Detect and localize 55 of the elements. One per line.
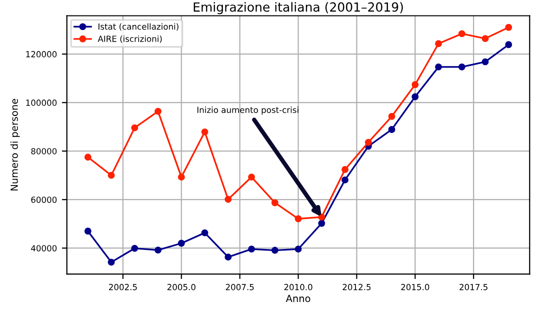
- point: [224, 196, 232, 203]
- point: [388, 112, 396, 120]
- point: [505, 24, 512, 31]
- point: [201, 229, 208, 236]
- point: [458, 63, 466, 70]
- point: [224, 254, 232, 261]
- point: [248, 246, 255, 253]
- annotation: Inizio aumento post-crisi: [197, 106, 298, 115]
- x-tick-label: 2010.0: [284, 284, 312, 290]
- point: [412, 81, 419, 88]
- x-tick-label: 2002.5: [109, 284, 137, 290]
- x-tick-label: 2015.0: [401, 284, 430, 290]
- point: [154, 246, 162, 254]
- legend-label: AIRE (iscrizioni): [98, 35, 162, 43]
- point: [435, 40, 442, 48]
- x-tick-label: 2012.5: [342, 284, 371, 290]
- point: [412, 93, 419, 100]
- legend-label: Istat (cancellazioni): [98, 23, 178, 31]
- point: [294, 246, 302, 253]
- point: [364, 138, 372, 146]
- point: [248, 174, 255, 181]
- point: [318, 214, 326, 221]
- point: [108, 172, 115, 179]
- x-tick-label: 2007.5: [226, 284, 254, 290]
- point: [84, 228, 92, 235]
- point: [178, 174, 185, 181]
- chart-title: Emigrazione italiana (2001–2019): [194, 2, 403, 14]
- y-tick-label: 40000: [31, 245, 57, 252]
- point: [201, 128, 208, 136]
- x-tick-label: 2017.5: [460, 284, 488, 290]
- x-tick-label: 2005.0: [167, 284, 196, 290]
- point: [458, 30, 466, 38]
- y-tick-label: 80000: [31, 148, 57, 154]
- point: [131, 244, 138, 252]
- point: [482, 58, 489, 66]
- point: [435, 63, 442, 70]
- point: [84, 154, 92, 161]
- point: [154, 108, 162, 115]
- point: [318, 220, 326, 227]
- point: [342, 176, 348, 184]
- point: [178, 240, 185, 247]
- point: [108, 258, 115, 266]
- point: [131, 124, 138, 132]
- point: [294, 215, 302, 222]
- x-axis-title: Anno: [286, 294, 310, 302]
- point: [388, 126, 396, 133]
- y-tick-label: 60000: [31, 196, 57, 203]
- point: [271, 199, 278, 206]
- point: [482, 35, 489, 42]
- point: [505, 41, 512, 48]
- y-axis-title: Numero di persone: [10, 98, 20, 190]
- y-tick-label: 120000: [26, 51, 57, 58]
- y-tick-label: 100000: [26, 100, 57, 106]
- point: [271, 246, 278, 254]
- point: [342, 166, 348, 173]
